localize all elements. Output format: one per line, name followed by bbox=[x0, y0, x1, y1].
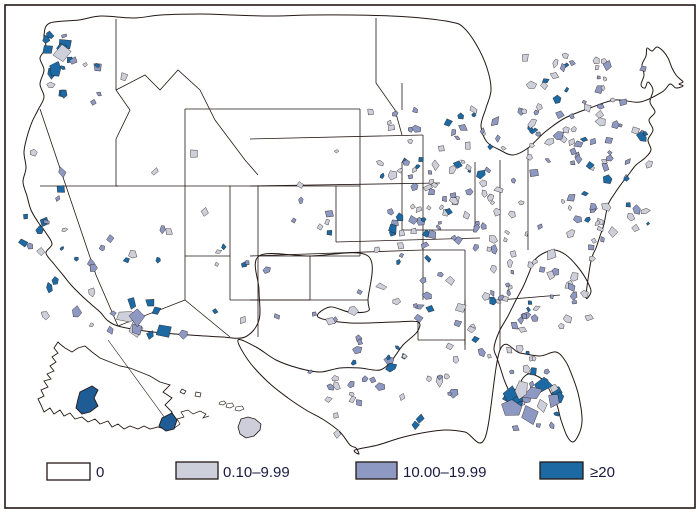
svg-text:0.10–9.99: 0.10–9.99 bbox=[223, 464, 290, 481]
svg-text:≥20: ≥20 bbox=[590, 464, 615, 481]
svg-text:0: 0 bbox=[96, 464, 104, 481]
svg-text:10.00–19.99: 10.00–19.99 bbox=[403, 464, 486, 481]
